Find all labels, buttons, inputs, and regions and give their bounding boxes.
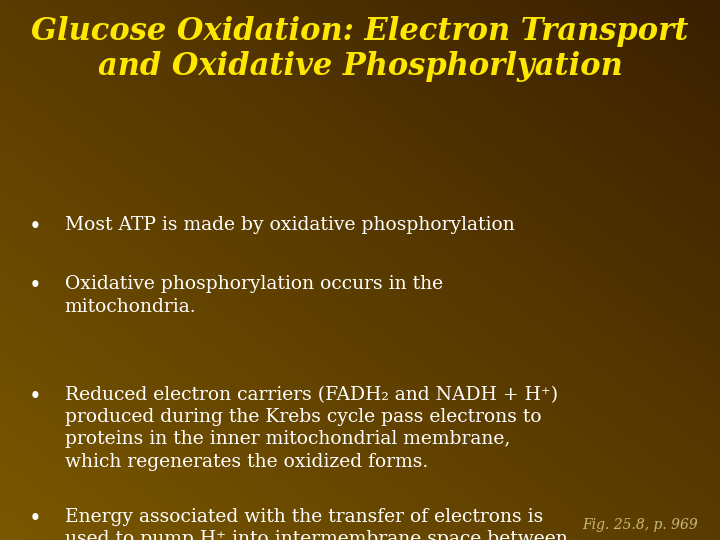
Text: •: • xyxy=(29,386,42,408)
Text: Oxidative phosphorylation occurs in the
mitochondria.: Oxidative phosphorylation occurs in the … xyxy=(65,275,443,315)
Text: •: • xyxy=(29,508,42,530)
Text: Energy associated with the transfer of electrons is
used to pump H⁺ into interme: Energy associated with the transfer of e… xyxy=(65,508,567,540)
Text: Fig. 25.8, p. 969: Fig. 25.8, p. 969 xyxy=(582,518,698,532)
Text: Glucose Oxidation: Electron Transport
and Oxidative Phosphorlyation: Glucose Oxidation: Electron Transport an… xyxy=(31,16,689,82)
Text: Most ATP is made by oxidative phosphorylation: Most ATP is made by oxidative phosphoryl… xyxy=(65,216,515,234)
Text: Reduced electron carriers (FADH₂ and NADH + H⁺)
produced during the Krebs cycle : Reduced electron carriers (FADH₂ and NAD… xyxy=(65,386,558,471)
Text: •: • xyxy=(29,275,42,298)
Text: •: • xyxy=(29,216,42,238)
